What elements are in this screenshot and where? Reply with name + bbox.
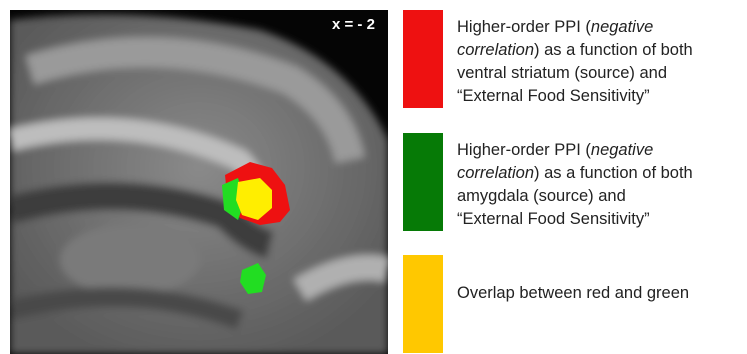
text-segment: Higher-order PPI ( xyxy=(457,141,591,159)
figure: x = - 2 Higher-order PPI (negativecorrel… xyxy=(0,0,747,354)
legend-line: “External Food Sensitivity” xyxy=(457,208,693,231)
legend-line: correlation) as a function of both xyxy=(457,39,693,62)
legend-text: Overlap between red and green xyxy=(457,282,689,305)
legend-swatch xyxy=(403,10,443,108)
text-segment: negative xyxy=(591,141,653,159)
text-segment: Overlap between red and green xyxy=(457,284,689,302)
slice-label: x = - 2 xyxy=(332,16,375,33)
text-segment: “External Food Sensitivity” xyxy=(457,210,650,228)
legend-line: Higher-order PPI (negative xyxy=(457,16,693,39)
text-segment: correlation xyxy=(457,41,534,59)
text-segment: Higher-order PPI ( xyxy=(457,18,591,36)
legend-line: amygdala (source) and xyxy=(457,185,693,208)
legend-line: Higher-order PPI (negative xyxy=(457,139,693,162)
legend-line: correlation) as a function of both xyxy=(457,162,693,185)
text-segment: correlation xyxy=(457,164,534,182)
brain-slice xyxy=(10,10,388,354)
text-segment: ventral striatum (source) and xyxy=(457,64,667,82)
legend-line: Overlap between red and green xyxy=(457,282,689,305)
legend-swatch xyxy=(403,133,443,231)
text-segment: amygdala (source) and xyxy=(457,187,626,205)
text-segment: “External Food Sensitivity” xyxy=(457,87,650,105)
legend-line: ventral striatum (source) and xyxy=(457,62,693,85)
legend-swatch xyxy=(403,255,443,353)
text-segment: ) as a function of both xyxy=(534,41,693,59)
text-segment: negative xyxy=(591,18,653,36)
legend-line: “External Food Sensitivity” xyxy=(457,85,693,108)
text-segment: ) as a function of both xyxy=(534,164,693,182)
